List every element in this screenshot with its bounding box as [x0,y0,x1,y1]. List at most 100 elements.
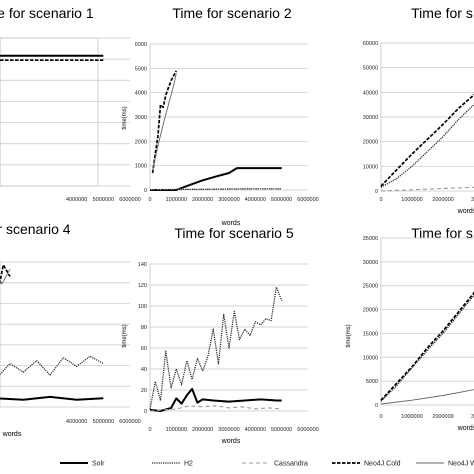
chart-title: Time for scenario 1 [0,5,94,21]
y-tick-label: 30000 [363,260,378,266]
chart-scenario-6: Time for s time(ms) words 0 5000 10000 1500… [346,225,474,432]
y-tick-label: 20000 [363,140,378,146]
x-axis-label: words [221,438,241,445]
x-tick-label: 1000000 [166,197,187,203]
x-axis-label: words [221,220,241,227]
y-axis-label: time(ms) [122,106,128,129]
plot-area [0,37,99,187]
series-line-h2 [0,355,104,376]
series-line-neo4j-warm [0,269,11,285]
series-line-cassandra [149,188,282,191]
x-axis-label: words [457,208,474,215]
x-axis-label: words [457,425,474,432]
legend-label: H2 [184,461,193,468]
legend-label: Neo4J Cold [364,461,401,468]
y-tick-label: 10000 [363,164,378,170]
x-tick-label: 1000000 [401,414,422,420]
y-tick-label: 50000 [363,66,378,72]
x-tick-label: 1000000 [166,427,187,433]
x-tick-label: 6000000 [119,197,140,203]
y-axis-label: time(ms) [346,324,352,347]
y-tick-label: 60 [141,346,147,352]
y-tick-label: 5000 [135,66,147,72]
legend: Solr H2 Cassandra Neo4J Cold Neo4J Warm [0,452,474,474]
x-tick-label: 6000000 [297,427,318,433]
y-tick-label: 120 [138,283,147,289]
series-line-neo4j-warm [380,389,474,405]
series-line-neo4j-warm [152,73,177,171]
chart-scenario-2: Time for scenario 2 time(ms) words 0 1000… [122,5,319,227]
x-tick-label: 0 [148,197,151,203]
y-tick-label: 0 [375,403,378,409]
x-tick-label: 30 [471,414,474,420]
chart-scenario-5: Time for scenario 5 time(ms) words 0 20 40… [122,225,319,445]
y-tick-label: 140 [138,262,147,268]
y-tick-label: 60000 [363,41,378,47]
x-tick-label: 0 [148,427,151,433]
x-tick-label: 4000000 [245,197,266,203]
chart-title: Time for s [411,5,473,21]
y-tick-label: 10000 [363,355,378,361]
series-line-neo4j-cold [380,291,474,401]
x-tick-label: 5000000 [93,419,114,425]
chart-title: Time for scenario 5 [174,225,294,241]
x-tick-label: 5000000 [93,197,114,203]
x-tick-label: 30 [471,197,474,203]
legend-label: Cassandra [274,461,308,468]
x-tick-label: 6000000 [297,197,318,203]
y-tick-label: 3000 [135,115,147,121]
x-tick-label: 3000000 [218,427,239,433]
y-tick-label: 0 [375,189,378,195]
chart-title: Time for s [411,225,473,241]
x-tick-label: 0 [379,197,382,203]
x-tick-label: 2000000 [192,197,213,203]
y-tick-label: 20 [141,388,147,394]
y-axis-label: time(ms) [122,324,128,347]
x-tick-label: 3000000 [218,197,239,203]
series-line-solr [149,387,282,412]
y-tick-label: 25000 [363,284,378,290]
y-tick-label: 0 [144,409,147,415]
series-line-cassandra [380,186,474,192]
y-tick-label: 35000 [363,236,378,242]
plot-area [149,263,308,412]
x-tick-label: 4000000 [245,427,266,433]
y-tick-label: 40 [141,367,147,373]
y-tick-label: 40000 [363,90,378,96]
plot-area [380,42,474,192]
chart-title: r scenario 4 [0,221,71,237]
chart-title: Time for scenario 2 [172,5,292,21]
series-line-solr [150,167,282,191]
chart-scenario-4: r scenario 4 words 4000000 5000000 6000000 [0,221,141,438]
chart-scenario-1: Time for scenario 1 4000000 5000000 600000… [0,5,141,203]
y-tick-label: 20000 [363,308,378,314]
x-tick-label: 2000000 [432,197,453,203]
x-tick-label: 4000000 [66,197,87,203]
legend-label: Solr [92,461,105,468]
y-tick-label: 2000 [135,139,147,145]
series-line-neo4j-cold [151,70,178,174]
x-tick-label: 4000000 [66,419,87,425]
series-line-h2 [149,286,283,410]
legend-background [0,452,474,474]
chart-scenario-3: Time for s words 0 10000 20000 30000 40000 50… [363,5,474,215]
y-tick-label: 1000 [135,164,147,170]
x-tick-label: 6000000 [119,419,140,425]
plot-area [0,261,130,408]
x-tick-label: 2000000 [192,427,213,433]
plot-area [149,43,308,191]
y-tick-label: 4000 [135,91,147,97]
y-tick-label: 6000 [135,42,147,48]
x-tick-label: 0 [379,414,382,420]
y-tick-label: 100 [138,304,147,310]
plot-area [0,37,130,187]
series-line-cassandra [149,405,282,412]
series-line-h2 [380,293,474,402]
y-tick-label: 30000 [363,115,378,121]
x-tick-label: 5000000 [271,427,292,433]
legend-label: Neo4J Warm [448,461,474,468]
plot-area [380,237,474,406]
y-tick-label: 0 [144,188,147,194]
y-tick-label: 5000 [366,379,378,385]
